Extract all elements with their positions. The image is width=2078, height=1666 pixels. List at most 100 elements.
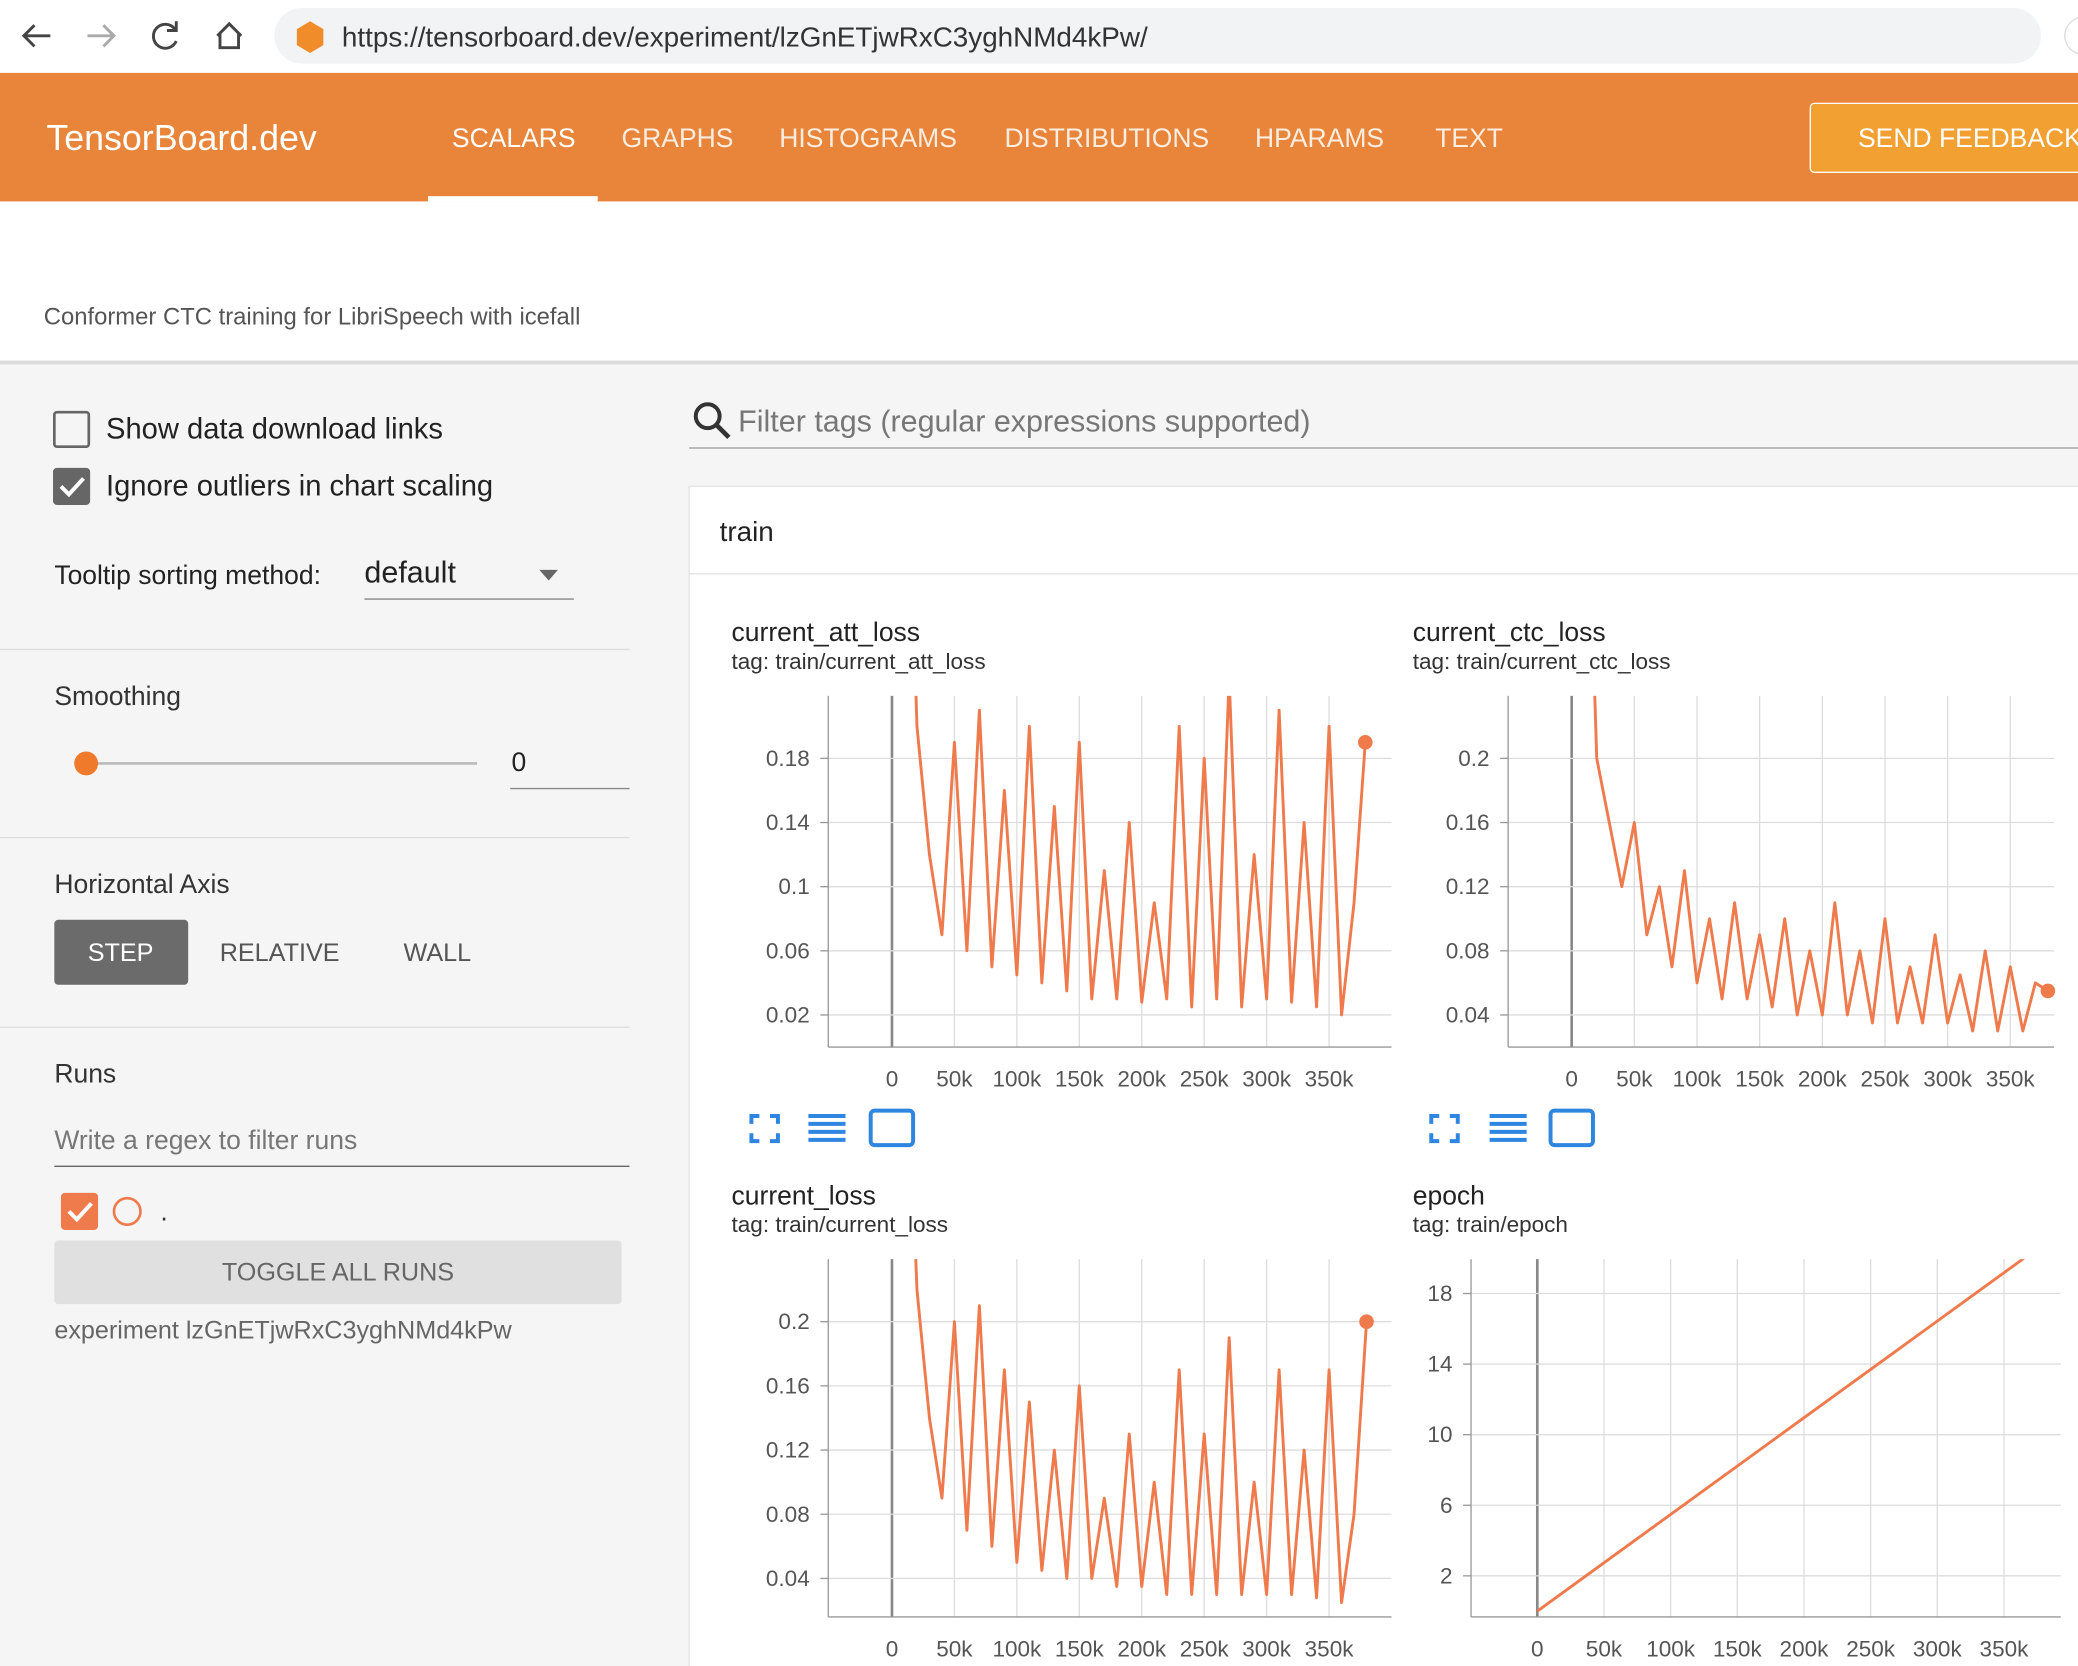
x-tick-label: 50k xyxy=(936,1636,973,1661)
tab-underline xyxy=(428,196,598,202)
dropdown-arrow xyxy=(539,569,558,581)
last-point xyxy=(1358,735,1373,750)
chart-title: current_ctc_loss xyxy=(1413,617,1606,647)
url: https://tensorboard.dev/experiment/lzGnE… xyxy=(342,22,1148,53)
chart-title: epoch xyxy=(1413,1180,1485,1210)
series-line xyxy=(1593,695,2049,1033)
x-tick-label: 300k xyxy=(1242,1066,1292,1091)
x-tick-label: 50k xyxy=(1586,1636,1623,1661)
nav-tab[interactable]: SCALARS xyxy=(452,123,576,153)
y-tick-label: 0.18 xyxy=(766,746,810,771)
app-title[interactable]: TensorBoard.dev xyxy=(46,118,316,158)
toggle-button[interactable] xyxy=(54,1240,622,1305)
y-tick-label: 0.12 xyxy=(766,1438,810,1463)
filter-input[interactable]: Filter tags (regular expressions support… xyxy=(738,404,1310,438)
slider-thumb[interactable] xyxy=(74,751,99,776)
fullscreen-icon[interactable] xyxy=(1429,1113,1460,1144)
band-shadow xyxy=(0,360,2078,365)
x-tick-label: 0 xyxy=(886,1636,899,1661)
series-line xyxy=(914,1259,1368,1604)
x-tick-label: 150k xyxy=(1055,1066,1105,1091)
run-name: . xyxy=(160,1196,167,1226)
forward-button[interactable] xyxy=(87,24,117,48)
y-tick-label: 0.16 xyxy=(1446,810,1490,835)
runs-label: Runs xyxy=(54,1059,116,1089)
nav-tab[interactable]: TEXT xyxy=(1435,123,1503,153)
x-tick-label: 50k xyxy=(936,1066,973,1091)
section-title[interactable]: train xyxy=(720,516,774,547)
search-icon xyxy=(693,402,722,431)
chart-subtitle: tag: train/current_ctc_loss xyxy=(1413,649,1671,674)
chart-tools xyxy=(749,1108,1595,1148)
profile-icon[interactable] xyxy=(2064,17,2078,55)
back-button[interactable] xyxy=(21,24,51,48)
tooltip-select[interactable]: default xyxy=(364,556,456,590)
chart-subtitle: tag: train/current_att_loss xyxy=(732,649,986,674)
x-tick-label: 350k xyxy=(1305,1636,1355,1661)
nav-tab[interactable]: HPARAMS xyxy=(1255,123,1384,153)
check-mark xyxy=(67,1202,93,1223)
x-tick-label: 250k xyxy=(1846,1636,1896,1661)
reload-button[interactable] xyxy=(152,21,178,50)
x-tick-label: 100k xyxy=(1646,1636,1696,1661)
log-scale-icon[interactable] xyxy=(808,1113,846,1142)
y-tick-label: 18 xyxy=(1427,1281,1452,1306)
axis-option[interactable]: WALL xyxy=(404,939,472,967)
chart-title: current_loss xyxy=(732,1180,876,1210)
x-tick-label: 200k xyxy=(1117,1636,1167,1661)
x-tick-label: 250k xyxy=(1180,1636,1230,1661)
y-tick-label: 0.08 xyxy=(766,1502,810,1527)
nav-tab[interactable]: DISTRIBUTIONS xyxy=(1005,123,1210,153)
smoothing-value[interactable]: 0 xyxy=(512,747,527,777)
x-tick-label: 250k xyxy=(1861,1066,1911,1091)
x-tick-label: 300k xyxy=(1923,1066,1973,1091)
log-scale-icon[interactable] xyxy=(1489,1113,1527,1142)
last-point xyxy=(1359,1314,1374,1329)
x-tick-label: 150k xyxy=(1713,1636,1763,1661)
description: Conformer CTC training for LibriSpeech w… xyxy=(44,303,581,330)
card xyxy=(688,485,2078,1666)
y-tick-label: 0.02 xyxy=(766,1002,810,1027)
nav-tab[interactable]: GRAPHS xyxy=(622,123,734,153)
fit-domain-icon[interactable] xyxy=(1548,1108,1595,1148)
x-tick-label: 350k xyxy=(1986,1066,2036,1091)
check-mark xyxy=(59,477,85,498)
series-line xyxy=(914,695,1367,1017)
smoothing-label: Smoothing xyxy=(54,681,181,711)
fullscreen-icon[interactable] xyxy=(749,1113,780,1144)
axis-option[interactable]: RELATIVE xyxy=(220,939,340,967)
y-tick-label: 10 xyxy=(1427,1422,1452,1447)
y-tick-label: 2 xyxy=(1440,1563,1453,1588)
series-line xyxy=(1536,1259,2025,1613)
runs-filter[interactable]: Write a regex to filter runs xyxy=(54,1125,357,1155)
app-header xyxy=(0,72,2078,202)
axis-button[interactable] xyxy=(54,919,189,985)
y-tick-label: 0.06 xyxy=(766,938,810,963)
run-checkbox[interactable] xyxy=(60,1192,99,1230)
axis-option[interactable]: STEP xyxy=(88,939,154,967)
checkbox[interactable] xyxy=(53,410,91,448)
description-band xyxy=(0,201,2078,361)
y-tick-label: 0.16 xyxy=(766,1373,810,1398)
toggle-label: TOGGLE ALL RUNS xyxy=(222,1258,454,1286)
chart-subtitle: tag: train/epoch xyxy=(1413,1212,1568,1237)
tooltip-label: Tooltip sorting method: xyxy=(54,560,321,590)
checkbox[interactable] xyxy=(53,467,91,505)
axis-label: Horizontal Axis xyxy=(54,869,229,899)
y-tick-label: 0.04 xyxy=(1446,1002,1490,1027)
x-tick-label: 150k xyxy=(1055,1636,1105,1661)
x-tick-label: 100k xyxy=(992,1066,1042,1091)
feedback-button[interactable] xyxy=(1809,102,2078,173)
nav-tab[interactable]: HISTOGRAMS xyxy=(779,123,957,153)
home-button[interactable] xyxy=(216,21,243,50)
x-tick-label: 150k xyxy=(1735,1066,1785,1091)
last-point xyxy=(2040,983,2056,999)
y-tick-label: 0.2 xyxy=(778,1309,809,1334)
address-bar[interactable] xyxy=(274,7,2041,64)
fit-domain-icon[interactable] xyxy=(868,1108,916,1148)
